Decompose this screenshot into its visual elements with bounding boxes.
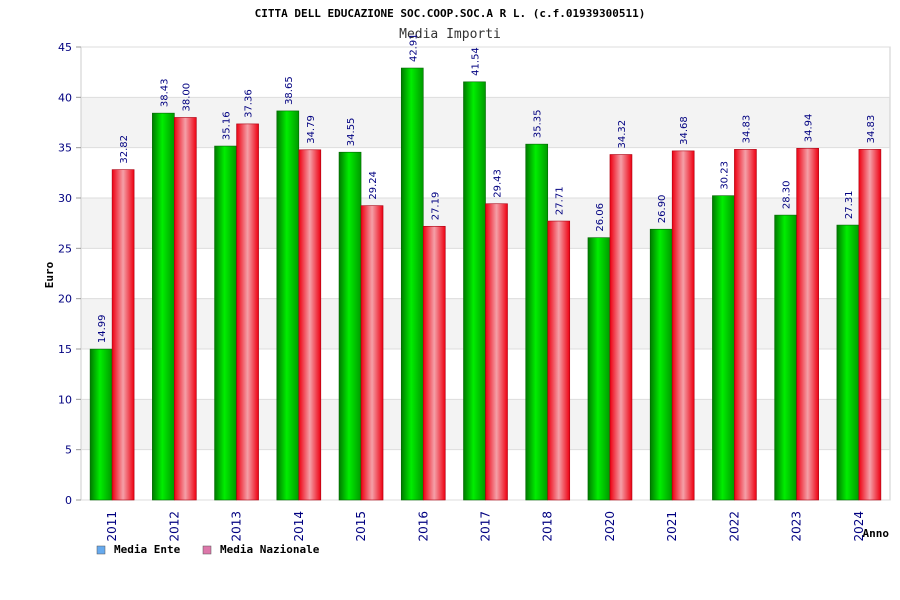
bar-media-nazionale-2024	[858, 149, 882, 501]
data-label: 34.68	[679, 116, 690, 145]
data-labels: 14.99 32.82 38.43 38.00 35.16 37.36 38.65 34.79…	[97, 33, 877, 343]
y-axis-ticks: 0 5 10 15 20 25 30 35 40 45	[58, 41, 81, 507]
bar-media-ente-2015	[338, 151, 362, 501]
data-label: 38.43	[159, 78, 170, 107]
y-tick-label: 5	[65, 444, 72, 457]
data-label: 38.00	[181, 83, 192, 112]
x-axis-ticks: 2011 2012 2013 2014 2015 2016 2017 2018 2020 2021…	[105, 511, 866, 542]
data-label: 34.32	[617, 120, 628, 149]
x-tick-label: 2013	[230, 511, 244, 542]
bar-media-ente-2020	[587, 237, 611, 501]
data-label: 34.55	[346, 118, 357, 147]
legend-label: Media Nazionale	[220, 543, 320, 556]
y-axis-title: Euro	[43, 261, 56, 288]
bar-media-ente-2017	[463, 81, 486, 501]
data-label: 27.31	[844, 190, 855, 219]
data-label: 38.65	[284, 76, 295, 105]
y-tick-label: 45	[58, 41, 72, 54]
bar-media-nazionale-2022	[734, 149, 757, 501]
y-tick-label: 0	[65, 494, 72, 507]
x-tick-label: 2011	[105, 511, 119, 542]
bar-media-ente-2023	[774, 214, 797, 501]
y-tick-label: 10	[58, 393, 72, 406]
bar-media-ente-2011	[89, 348, 113, 501]
bar-media-nazionale-2011	[111, 169, 135, 501]
data-label: 42.91	[408, 33, 419, 62]
bar-media-nazionale-2021	[671, 150, 695, 501]
data-label: 14.99	[97, 314, 108, 343]
data-label: 34.79	[306, 115, 317, 144]
data-label: 35.16	[222, 111, 233, 140]
bar-media-ente-2012	[152, 112, 175, 501]
bar-media-nazionale-2020	[609, 154, 633, 501]
x-tick-label: 2017	[479, 511, 493, 542]
y-tick-label: 35	[58, 142, 72, 155]
bars	[89, 67, 882, 501]
bar-media-ente-2022	[712, 195, 735, 501]
x-tick-label: 2020	[603, 511, 617, 542]
x-tick-label: 2022	[727, 511, 741, 542]
data-label: 34.83	[741, 115, 752, 144]
bar-media-nazionale-2015	[360, 205, 384, 501]
bar-media-ente-2013	[214, 145, 237, 501]
bar-media-ente-2014	[276, 110, 300, 501]
legend: Media Ente Media Nazionale	[96, 543, 320, 556]
data-label: 26.90	[657, 195, 668, 224]
data-label: 34.83	[866, 115, 877, 144]
x-tick-label: 2024	[852, 511, 866, 542]
bar-media-ente-2021	[649, 228, 673, 501]
data-label: 27.19	[430, 192, 441, 221]
data-label: 28.30	[782, 180, 793, 209]
data-label: 32.82	[119, 135, 130, 164]
bar-media-nazionale-2012	[174, 117, 197, 501]
x-tick-label: 2018	[541, 511, 555, 542]
bar-media-nazionale-2023	[796, 147, 819, 501]
bar-media-nazionale-2018	[547, 220, 571, 501]
chart-title: CITTA DELL EDUCAZIONE SOC.COOP.SOC.A R L…	[255, 7, 646, 20]
y-tick-label: 25	[58, 242, 72, 255]
legend-swatch	[96, 545, 106, 555]
data-label: 35.35	[533, 110, 544, 139]
y-tick-label: 20	[58, 293, 72, 306]
legend-label: Media Ente	[114, 543, 181, 556]
y-tick-label: 15	[58, 343, 72, 356]
bar-media-ente-2024	[836, 224, 860, 501]
bar-media-nazionale-2013	[236, 123, 259, 501]
bar-media-nazionale-2016	[422, 225, 446, 501]
legend-swatch	[202, 545, 212, 555]
bar-media-nazionale-2014	[298, 149, 322, 501]
x-tick-label: 2023	[790, 511, 804, 542]
bar-media-nazionale-2017	[485, 203, 508, 501]
bar-media-ente-2016	[400, 67, 424, 501]
x-tick-label: 2012	[167, 511, 181, 542]
data-label: 27.71	[555, 186, 566, 215]
data-label: 34.94	[804, 114, 815, 143]
y-tick-label: 30	[58, 192, 72, 205]
data-label: 26.06	[595, 203, 606, 232]
chart-subtitle: Media Importi	[399, 27, 501, 42]
y-tick-label: 40	[58, 91, 72, 104]
data-label: 30.23	[719, 161, 730, 190]
x-axis-title: Anno	[863, 527, 890, 540]
data-label: 37.36	[244, 89, 255, 118]
x-tick-label: 2021	[665, 511, 679, 542]
data-label: 41.54	[471, 47, 482, 76]
x-tick-label: 2016	[416, 511, 430, 542]
bar-media-ente-2018	[525, 143, 549, 501]
x-tick-label: 2014	[292, 511, 306, 542]
data-label: 29.43	[493, 169, 504, 198]
data-label: 29.24	[368, 171, 379, 200]
x-tick-label: 2015	[354, 511, 368, 542]
